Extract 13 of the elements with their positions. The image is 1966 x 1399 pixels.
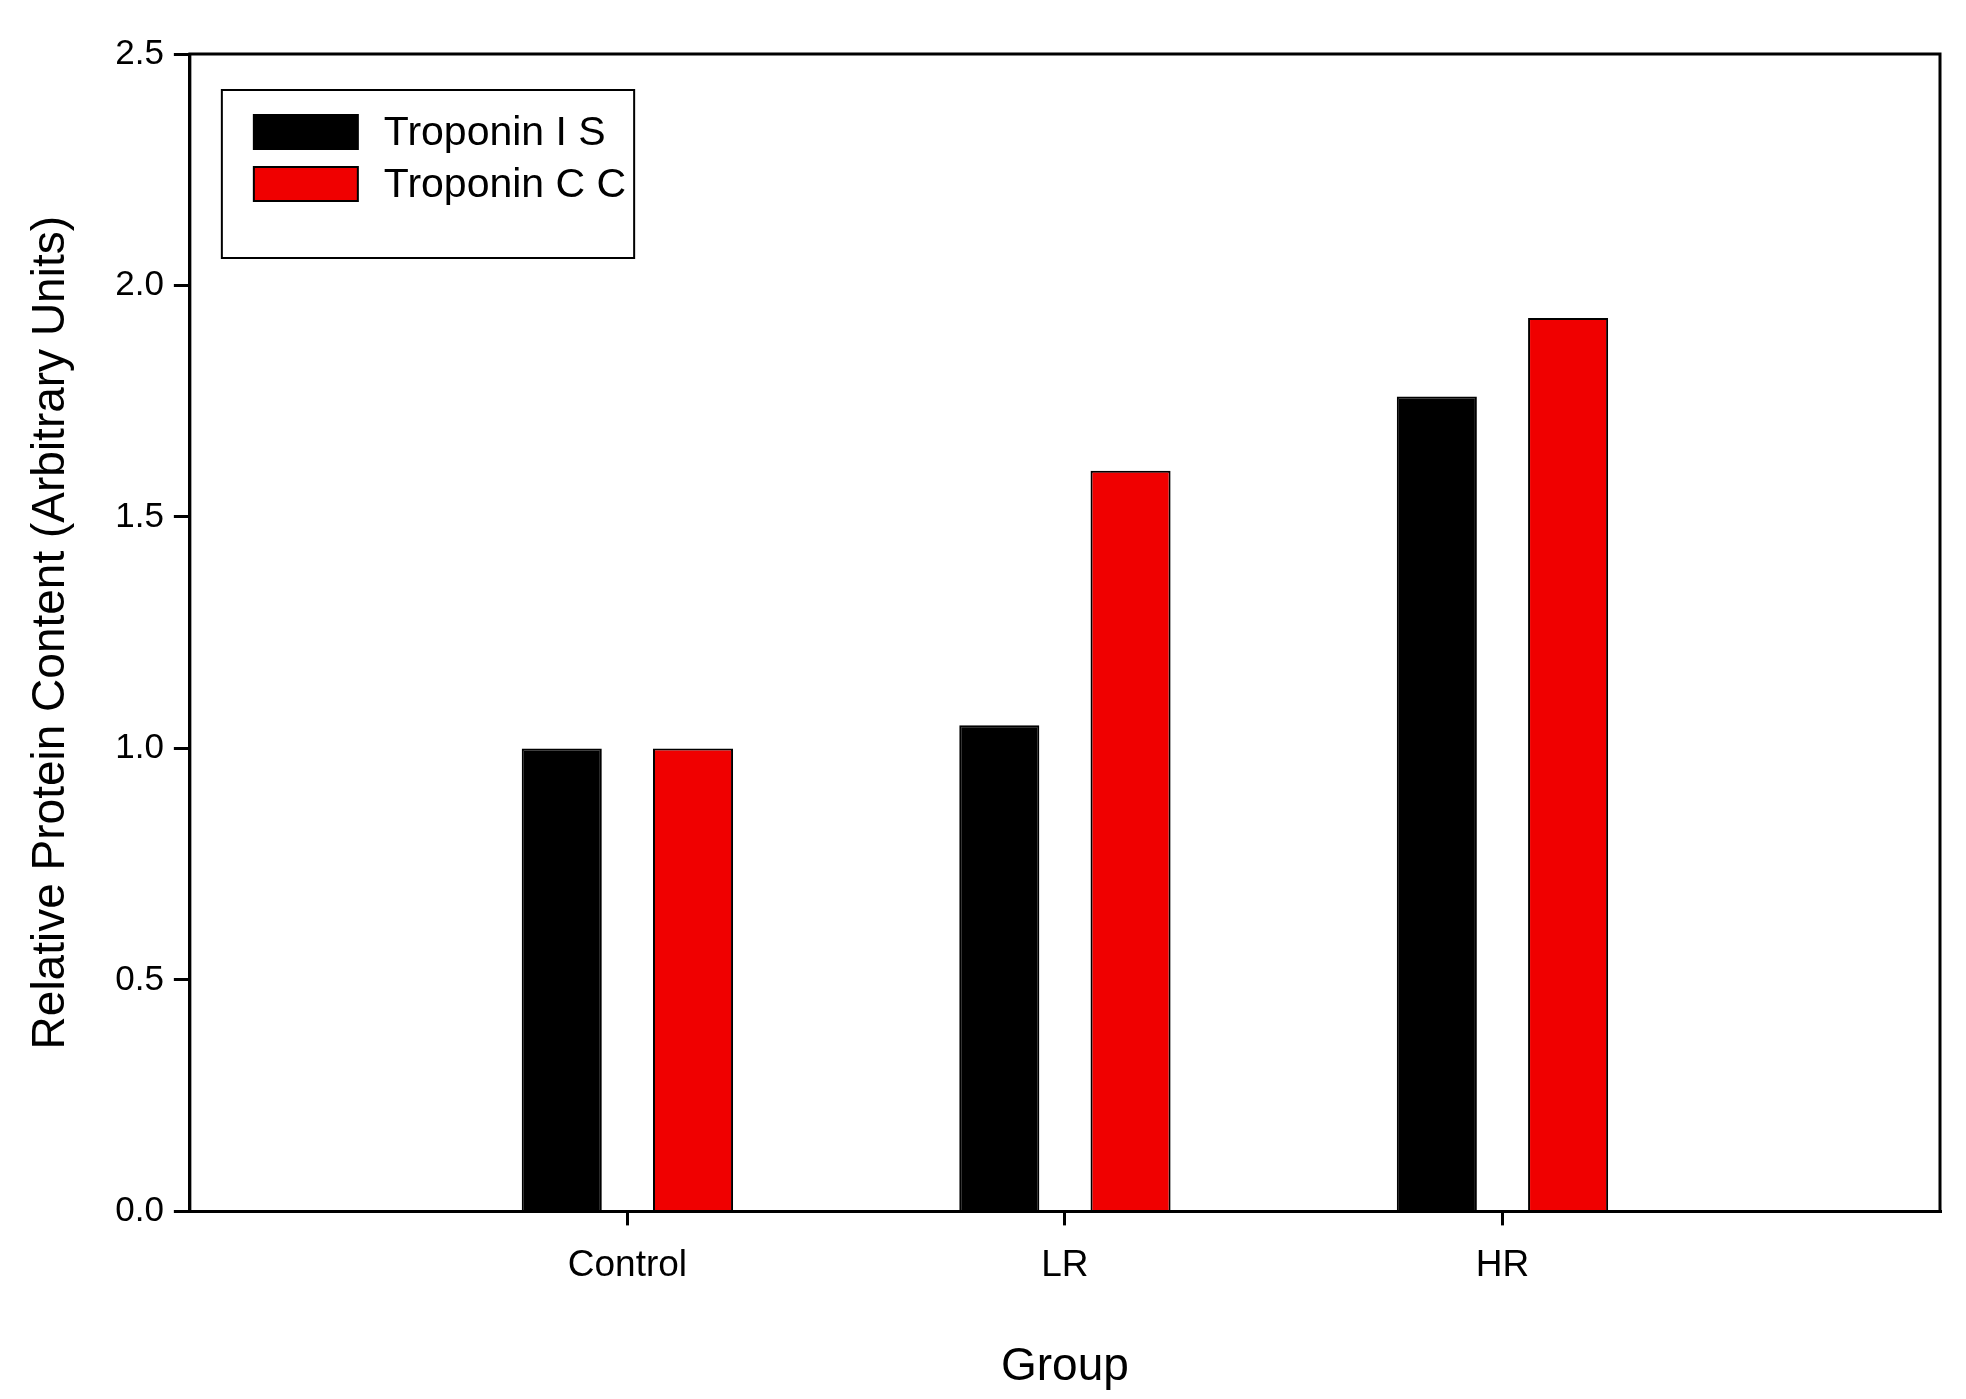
y-tick-label: 2.5 [115, 31, 164, 71]
y-tick-label: 1.5 [115, 494, 164, 534]
x-axis-title: Group [1001, 1338, 1129, 1391]
legend-label: Troponin I S [383, 108, 606, 155]
y-tick-label: 1.0 [115, 726, 164, 766]
x-tick-label: HR [1475, 1242, 1530, 1284]
x-tick-label: Control [567, 1242, 688, 1284]
y-tick-label: 0.5 [115, 957, 164, 997]
legend-label: Troponin C C [383, 160, 627, 207]
y-tick-label: 0.0 [115, 1189, 164, 1229]
y-tick-label: 2.0 [115, 263, 164, 303]
y-axis-title: Relative Protein Content (Arbitrary Units) [22, 215, 75, 1050]
x-tick-label: LR [1041, 1242, 1089, 1284]
